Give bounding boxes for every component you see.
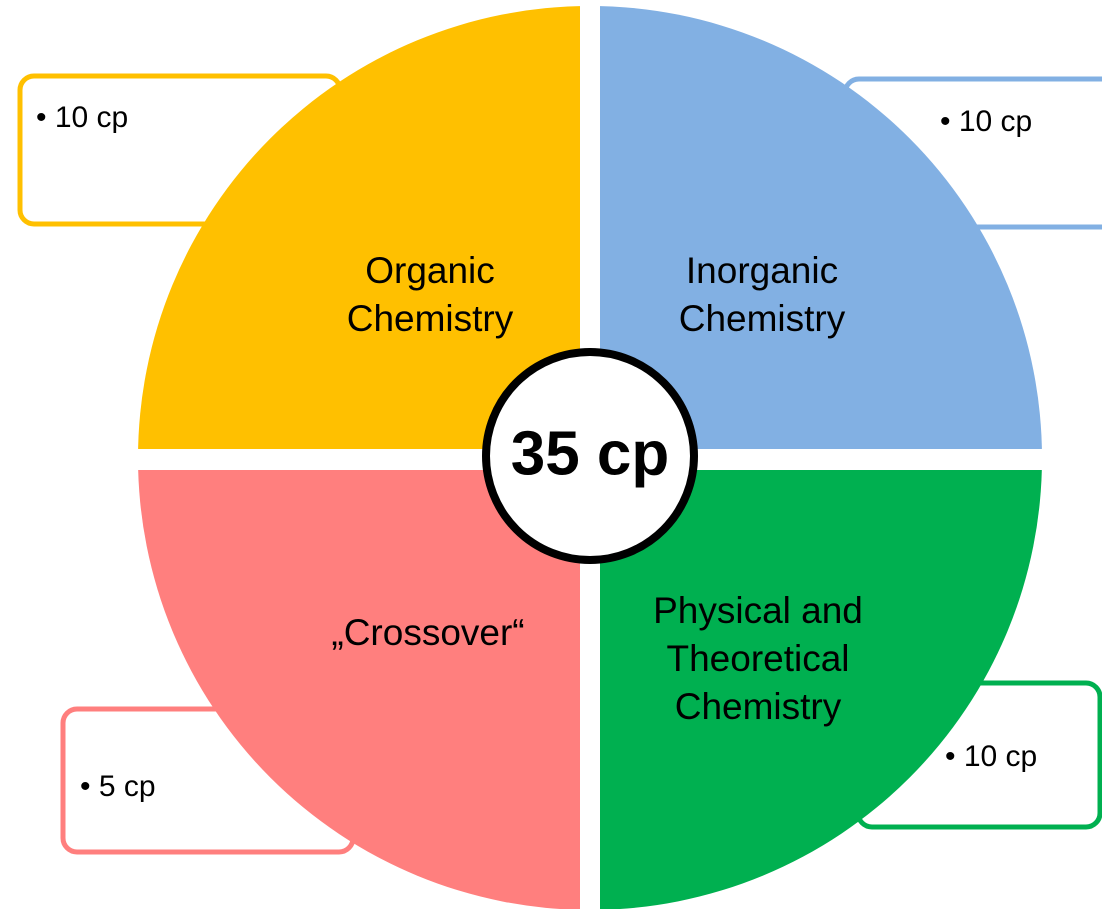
credit: • 5 cp	[80, 770, 156, 803]
segment-label: Organic	[365, 250, 495, 291]
segment-label: Inorganic	[686, 250, 838, 291]
center-label: 35 cp	[511, 419, 670, 488]
segment-label: Chemistry	[675, 686, 842, 727]
center-circle	[482, 348, 698, 564]
segment-label: „Crossover“	[331, 612, 524, 653]
segment-label: Theoretical	[666, 638, 849, 679]
segment-label: Chemistry	[347, 298, 514, 339]
segment-label: Chemistry	[679, 298, 846, 339]
credit: • 10 cp	[945, 740, 1037, 773]
credit: • 10 cp	[940, 105, 1032, 138]
segment-label: Physical and	[653, 590, 863, 631]
credit: • 10 cp	[36, 101, 128, 134]
